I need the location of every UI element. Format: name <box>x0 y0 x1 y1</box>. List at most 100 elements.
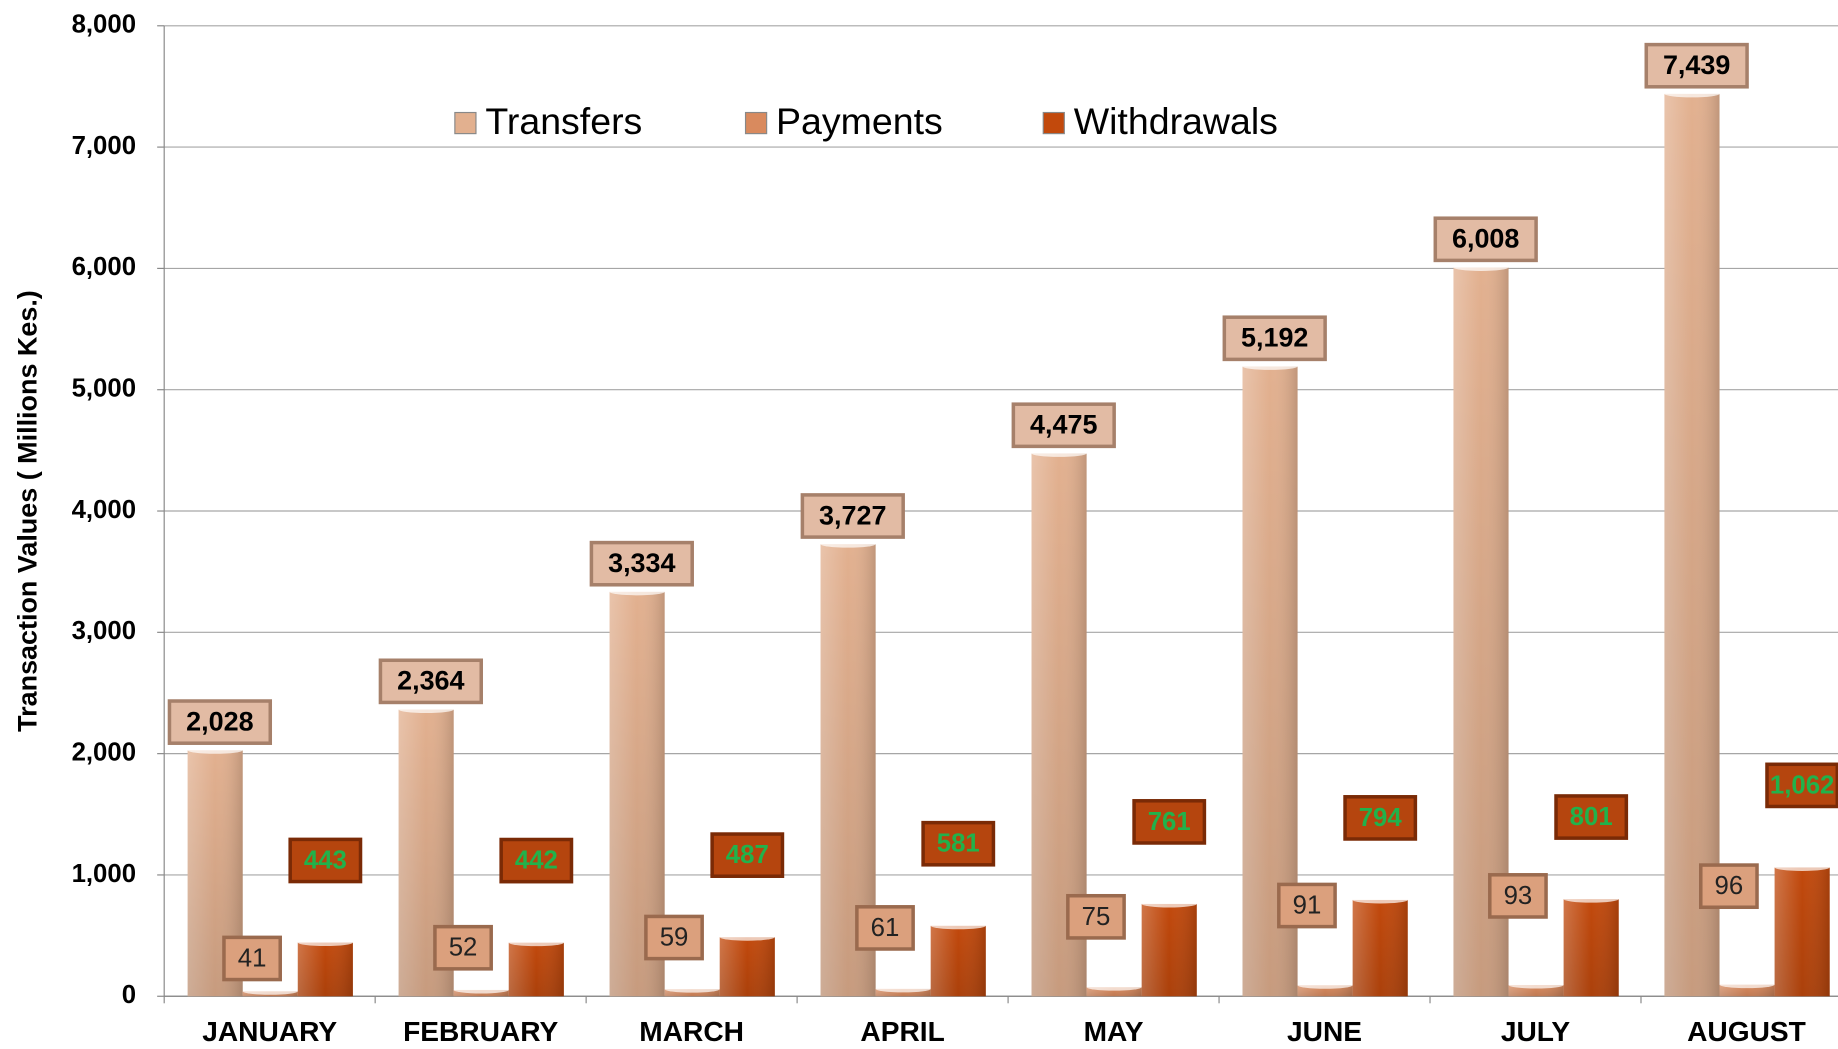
data-label: 487 <box>726 841 769 869</box>
y-tick-label: 0 <box>122 981 136 1009</box>
x-tick-label: JANUARY <box>202 1016 337 1047</box>
data-label: 1,062 <box>1770 771 1834 799</box>
legend-label: Transfers <box>485 100 642 142</box>
y-tick-label: 6,000 <box>72 253 136 281</box>
bar-shade <box>1508 984 1564 997</box>
bar-shade <box>1141 903 1197 997</box>
y-tick-label: 5,000 <box>72 375 136 403</box>
data-label-box <box>1011 402 1116 449</box>
bar-shade <box>297 942 353 997</box>
bar-shade <box>1563 899 1619 997</box>
legend-swatch <box>1042 111 1065 135</box>
bar-cap <box>1563 895 1619 903</box>
bar-cap <box>1141 900 1197 908</box>
bar-cap <box>664 985 720 993</box>
bar-cap <box>1664 90 1720 98</box>
data-label-box <box>1433 216 1538 263</box>
x-tick-label: FEBRUARY <box>403 1016 558 1047</box>
data-label-box <box>1644 42 1749 89</box>
bar-shade <box>664 989 720 997</box>
bar-cap <box>1774 863 1830 871</box>
data-label: 443 <box>304 846 347 874</box>
y-tick-label: 1,000 <box>72 860 136 888</box>
x-tick-label: AUGUST <box>1687 1016 1806 1047</box>
data-label: 794 <box>1359 804 1403 832</box>
data-label: 93 <box>1504 882 1533 910</box>
data-label-box <box>800 493 905 539</box>
bar-cap <box>1352 896 1408 904</box>
bar-cap <box>398 705 454 713</box>
bar-cap <box>875 985 931 993</box>
y-axis-label: Transaction Values ( Millions Kes.) <box>13 290 43 732</box>
bar-cap <box>1086 983 1142 991</box>
data-label-box <box>1765 762 1838 809</box>
data-label: 3,334 <box>608 548 675 578</box>
bar-cap <box>820 540 876 548</box>
data-label-box <box>378 658 483 705</box>
bar-cap <box>297 939 353 947</box>
y-tick-label: 4,000 <box>72 496 136 524</box>
data-label: 5,192 <box>1241 323 1308 353</box>
data-label: 2,364 <box>397 666 464 696</box>
x-tick-label: JULY <box>1501 1016 1571 1047</box>
bar-cap <box>1508 981 1564 989</box>
data-label-box <box>855 905 915 951</box>
bar-cap <box>453 986 509 994</box>
data-label: 91 <box>1293 892 1322 920</box>
y-tick-label: 2,000 <box>72 738 136 766</box>
data-label-box <box>710 832 785 878</box>
bar-cap <box>930 922 986 930</box>
bar-cap <box>609 588 665 596</box>
data-label-box <box>1488 873 1548 919</box>
data-label: 59 <box>660 924 689 952</box>
bar-cap <box>242 987 298 995</box>
bar-shade <box>1719 984 1775 997</box>
bar-shade <box>930 925 986 997</box>
data-label: 96 <box>1715 872 1744 900</box>
data-label: 2,028 <box>186 706 253 736</box>
data-label: 801 <box>1570 803 1613 831</box>
bar-shade <box>1297 985 1353 997</box>
data-label: 3,727 <box>819 500 886 530</box>
data-label: 761 <box>1148 808 1191 836</box>
x-tick-label: MARCH <box>639 1016 744 1047</box>
bar-cap <box>1453 263 1509 271</box>
y-tick-label: 7,000 <box>72 132 136 160</box>
data-label: 41 <box>238 944 267 972</box>
data-label-box <box>222 935 282 982</box>
data-label: 52 <box>449 934 478 962</box>
x-tick-label: APRIL <box>860 1016 944 1047</box>
bar-cap <box>1719 981 1775 989</box>
bar-shade <box>1774 867 1830 997</box>
data-label-box <box>499 837 574 884</box>
y-tick-label: 8,000 <box>72 11 136 39</box>
data-label: 6,008 <box>1452 224 1519 254</box>
bar-shade <box>508 942 564 997</box>
data-label: 61 <box>871 914 900 942</box>
bar-cap <box>1297 981 1353 989</box>
data-label-box <box>1222 315 1327 362</box>
data-label-box <box>589 540 694 587</box>
data-label-box <box>1343 795 1418 841</box>
bar-shade <box>1352 899 1408 997</box>
bar-shade <box>875 988 931 997</box>
bar-shade <box>1086 987 1142 997</box>
x-tick-label: JUNE <box>1287 1016 1362 1047</box>
legend-swatch <box>454 111 477 135</box>
data-label-box <box>433 924 493 971</box>
data-label-box <box>1699 863 1759 910</box>
legend-label: Payments <box>776 100 943 142</box>
data-label: 75 <box>1082 903 1111 931</box>
y-tick-label: 3,000 <box>72 617 136 645</box>
legend-label: Withdrawals <box>1074 100 1278 142</box>
data-label-box <box>1277 882 1337 929</box>
data-label: 7,439 <box>1663 50 1730 80</box>
data-label: 4,475 <box>1030 410 1097 440</box>
data-label-box <box>921 820 996 867</box>
data-label-box <box>167 699 273 745</box>
data-label-box <box>1554 794 1629 840</box>
data-label-box <box>1132 799 1207 845</box>
bar-cap <box>1242 362 1298 370</box>
x-tick-label: MAY <box>1084 1016 1144 1047</box>
